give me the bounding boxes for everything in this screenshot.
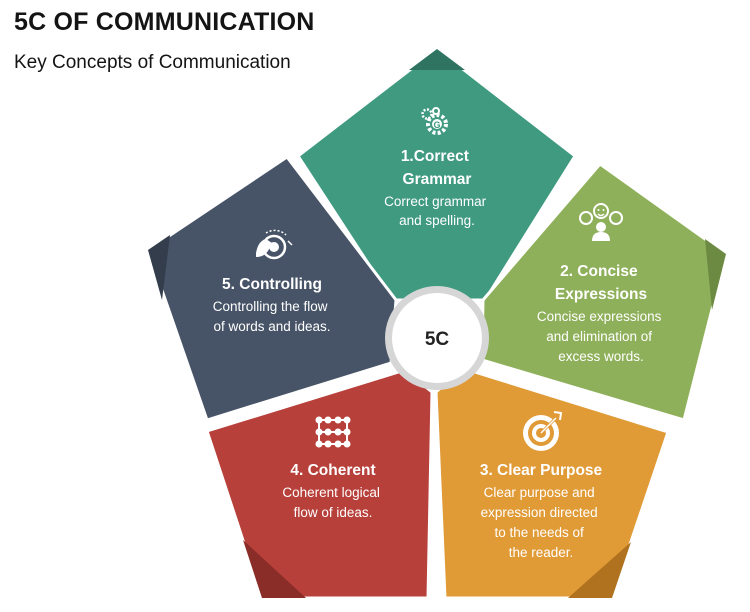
segment-correct-title: 1.Correct Grammar — [401, 148, 473, 188]
segment-correct-grammar: G 1.Correct Grammar Correct grammar and … — [295, 47, 577, 302]
segment-correct-desc-line: Correct grammar — [384, 194, 487, 209]
segment-concise-description: Concise expressions and elimination of e… — [537, 309, 665, 364]
segment-clear-desc-line: expression directed — [481, 505, 598, 520]
segment-controlling-description: Controlling the flow of words and ideas. — [213, 299, 332, 334]
segment-clear-title-line: 3. Clear Purpose — [480, 462, 603, 479]
page-title: 5C OF COMMUNICATION — [14, 8, 315, 36]
dot-grid-icon — [315, 416, 351, 448]
center-hub: 5C — [385, 286, 489, 390]
segment-concise-title: 2. Concise Expressions — [555, 263, 647, 303]
segment-controlling-desc-line: Controlling the flow — [213, 299, 328, 314]
svg-text:G: G — [433, 120, 440, 130]
segment-concise-title-line: Expressions — [555, 286, 647, 303]
segment-controlling-desc-line: of words and ideas. — [213, 319, 330, 334]
segment-coherent-desc-line: Coherent logical — [282, 485, 380, 500]
segment-controlling-title-line: 5. Controlling — [222, 276, 322, 293]
segment-concise-expressions: 2. Concise Expressions Concise expressio… — [480, 161, 728, 422]
segment-concise-desc-line: excess words. — [558, 349, 644, 364]
segment-concise-title-line: 2. Concise — [560, 263, 638, 280]
gears-icon: G — [421, 107, 448, 135]
segment-clear-shadow — [568, 542, 631, 598]
page-subtitle: Key Concepts of Communication — [14, 52, 291, 73]
segment-clear-title: 3. Clear Purpose — [480, 462, 603, 479]
segment-clear-desc-line: to the needs of — [494, 525, 584, 540]
hand-dial-icon — [256, 229, 293, 260]
segment-coherent-description: Coherent logical flow of ideas. — [282, 485, 383, 520]
segment-correct-title-line: Grammar — [403, 171, 472, 188]
segment-concise-desc-line: Concise expressions — [537, 309, 662, 324]
center-hub-face — [392, 293, 482, 383]
segment-coherent-shape — [205, 368, 434, 600]
segment-controlling-shadow — [148, 235, 170, 300]
emoji-faces-icon — [579, 203, 623, 241]
segment-concise-shadow — [705, 239, 726, 310]
segment-coherent-desc-line: flow of ideas. — [294, 505, 373, 520]
segment-coherent: 4. Coherent Coherent logical flow of ide… — [205, 368, 434, 600]
segment-concise-desc-line: and elimination of — [546, 329, 652, 344]
segment-clear-desc-line: Clear purpose and — [484, 485, 595, 500]
segment-coherent-title-line: 4. Coherent — [290, 462, 375, 479]
segment-clear-desc-line: the reader. — [509, 545, 574, 560]
segment-controlling: 5. Controlling Controlling the flow of w… — [146, 154, 398, 422]
center-label: 5C — [425, 329, 450, 350]
segment-coherent-shadow — [243, 540, 306, 598]
segment-correct-shadow — [409, 49, 465, 70]
target-icon — [523, 411, 563, 451]
segment-correct-desc-line: and spelling. — [399, 213, 475, 228]
segment-correct-title-line: 1.Correct — [401, 148, 469, 165]
segment-coherent-title: 4. Coherent — [290, 462, 375, 479]
segment-clear-description: Clear purpose and expression directed to… — [481, 485, 602, 560]
segment-controlling-title: 5. Controlling — [222, 276, 322, 293]
segment-correct-description: Correct grammar and spelling. — [384, 194, 490, 228]
